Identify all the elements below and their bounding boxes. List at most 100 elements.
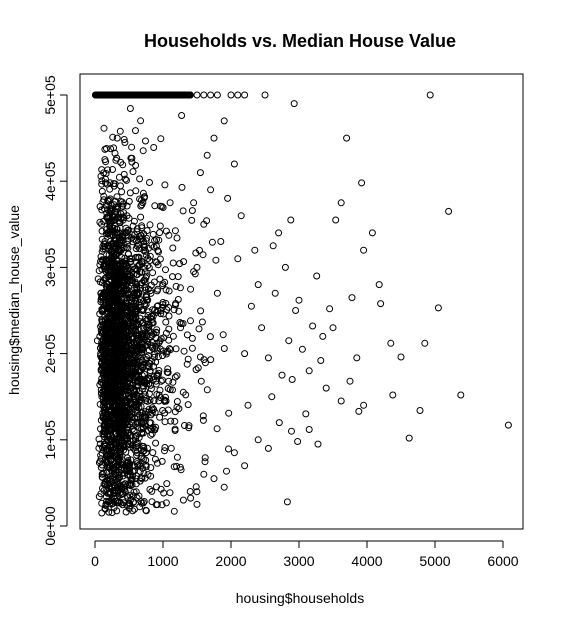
scatter-point [130,338,138,346]
scatter-point [355,407,363,415]
scatter-point [305,426,313,433]
scatter-point [143,331,151,338]
scatter-point [113,296,121,304]
scatter-point [375,281,383,289]
scatter-point [193,488,201,496]
scatter-point [183,331,191,339]
scatter-point [176,463,184,471]
scatter-point [188,207,196,215]
scatter-point [129,238,137,246]
scatter-point [152,439,160,447]
scatter-point [105,391,112,399]
x-tick-label: 5000 [419,553,450,569]
y-tick-label: 2e+05 [42,334,58,374]
scatter-point [124,423,132,431]
scatter-point [241,91,249,99]
scatter-point [108,230,116,238]
scatter-point [261,91,269,99]
scatter-point [161,444,169,451]
scatter-point [140,498,148,505]
scatter-point [434,304,442,312]
scatter-point [123,280,131,288]
scatter-point [132,305,140,313]
scatter-point [360,401,368,409]
scatter-point [125,197,133,205]
scatter-point [136,396,144,404]
scatter-point [174,273,182,281]
scatter-point [111,149,119,157]
scatter-point [203,217,211,225]
scatter-point [137,284,144,292]
scatter-point [285,337,293,345]
scatter-point [98,470,106,478]
scatter-point [127,388,135,396]
scatter-point [258,324,266,332]
scatter-point [120,486,128,494]
scatter-point [99,484,106,492]
scatter-point [237,212,245,220]
scatter-point [125,250,132,258]
scatter-point [95,444,103,452]
scatter-point [158,501,166,509]
scatter-point [165,287,173,295]
scatter-point [118,309,126,317]
scatter-point [193,263,201,271]
scatter-point [98,509,106,517]
scatter-point [120,214,128,222]
scatter-point [199,251,207,259]
scatter-point [298,345,306,353]
scatter-point [128,143,136,151]
scatter-point [151,426,159,434]
scatter-point [123,462,131,470]
scatter-point [122,432,130,440]
scatter-point [154,307,162,315]
scatter-point [192,366,200,374]
scatter-point [148,498,156,506]
scatter-point [290,100,298,108]
scatter-point [213,425,221,433]
scatter-point [224,194,232,202]
scatter-point [144,255,152,262]
scatter-point [128,312,136,320]
scatter-point [163,480,171,488]
scatter-point [101,383,109,391]
scatter-point [155,236,163,244]
scatter-point [136,477,144,485]
scatter-point [124,459,132,467]
scatter-point [165,377,173,385]
scatter-point [113,154,121,162]
scatter-point [173,403,181,411]
y-tick-label: 1e+05 [42,420,58,460]
plot-frame [79,73,524,530]
scatter-point [107,436,115,444]
scatter-point [135,418,143,426]
scatter-point [143,227,151,235]
scatter-point [110,217,118,225]
scatter-point [111,311,119,319]
x-tick-label: 4000 [351,553,382,569]
scatter-point [106,451,114,459]
y-axis: 0e+00 1e+05 2e+05 3e+05 4e+05 5e+05 [42,75,68,546]
scatter-point [268,393,276,401]
scatter-point [169,244,177,252]
scatter-point [131,505,138,513]
scatter-point [128,476,136,484]
scatter-point [176,319,184,326]
scatter-point [217,238,225,245]
scatter-point [103,180,111,188]
scatter-point [133,346,141,354]
scatter-point [112,422,120,430]
scatter-point [155,339,163,347]
scatter-point [108,206,115,214]
scatter-point [142,272,150,280]
scatter-point [126,491,134,499]
scatter-point [326,305,334,313]
scatter-point [227,91,235,99]
scatter-point [120,136,128,143]
scatter-point [141,378,149,386]
scatter-point [136,245,144,253]
scatter-point [377,300,385,308]
scatter-point [140,300,148,308]
scatter-point [118,398,126,406]
